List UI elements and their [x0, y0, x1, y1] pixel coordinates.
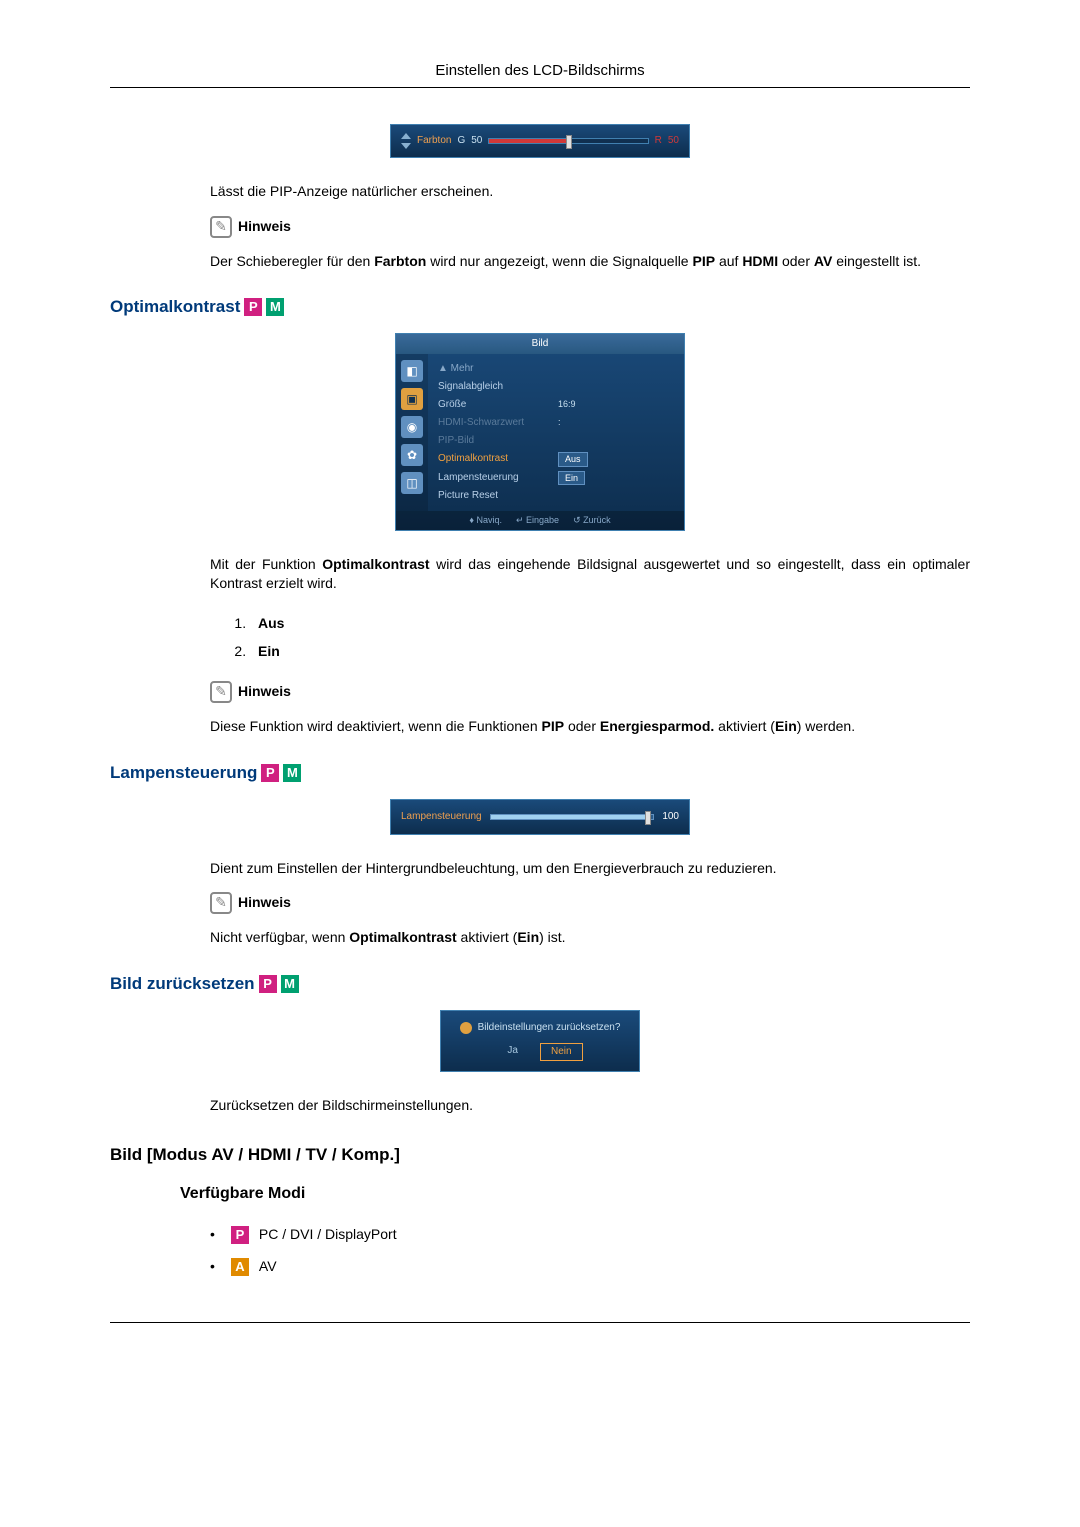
section-optimalkontrast: Optimalkontrast P M [110, 295, 970, 319]
info-icon [460, 1022, 472, 1034]
modes-list: P PC / DVI / DisplayPort A AV [110, 1219, 970, 1282]
farbton-left-letter: G [457, 134, 465, 148]
osd-header: Bild [396, 334, 684, 354]
osd-ico-1[interactable]: ◧ [401, 360, 423, 382]
badge-p-icon: P [244, 298, 262, 316]
badge-m-icon: M [281, 975, 299, 993]
osd-ico-3[interactable]: ◉ [401, 416, 423, 438]
osd-mehr[interactable]: ▲ Mehr [438, 360, 674, 378]
reset-question: Bildeinstellungen zurücksetzen? [478, 1021, 621, 1035]
note-icon: ✎ [210, 892, 232, 914]
badge-p-icon: P [259, 975, 277, 993]
farbton-slider-thumb[interactable] [566, 135, 572, 149]
section-bild-zuruecksetzen: Bild zurücksetzen P M [110, 972, 970, 996]
lamp-slider-thumb[interactable] [645, 811, 651, 825]
lamp-note: Nicht verfügbar, wenn Optimalkontrast ak… [210, 928, 970, 948]
lamp-slider-panel: Lampensteuerung 100 [390, 799, 690, 835]
badge-m-icon: M [283, 764, 301, 782]
section-bild-modus: Bild [Modus AV / HDMI / TV / Komp.] [110, 1143, 970, 1167]
osd-category-icons[interactable]: ◧ ▣ ◉ ✿ ◫ [396, 354, 428, 511]
lamp-body: Dient zum Einstellen der Hintergrundbele… [210, 859, 970, 879]
optimal-body: Mit der Funktion Optimalkontrast wird da… [210, 555, 970, 594]
lamp-slider-fill [491, 815, 650, 819]
reset-body: Zurücksetzen der Bildschirmeinstellungen… [210, 1096, 970, 1116]
osd-row-3: PIP-Bild [438, 432, 674, 450]
osd-ico-picture[interactable]: ▣ [401, 388, 423, 410]
lamp-value: 100 [662, 810, 679, 824]
note-icon: ✎ [210, 681, 232, 703]
reset-dialog: Bildeinstellungen zurücksetzen? Ja Nein [440, 1010, 640, 1072]
osd-row-6[interactable]: Picture Reset [438, 487, 674, 505]
optimal-note: Diese Funktion wird deaktiviert, wenn di… [210, 717, 970, 737]
pip-body-text: Lässt die PIP-Anzeige natürlicher ersche… [210, 182, 970, 202]
arrow-up-icon[interactable] [401, 133, 411, 139]
farbton-note: Der Schieberegler für den Farbton wird n… [210, 252, 970, 272]
mode-av: A AV [210, 1251, 970, 1283]
osd-row-4[interactable]: OptimalkontrastAus [438, 450, 674, 469]
hinweis-label: Hinweis [238, 217, 291, 237]
optimal-options-list: Aus Ein [110, 610, 970, 665]
section-lampensteuerung: Lampensteuerung P M [110, 761, 970, 785]
optimal-opt-ein: Ein [250, 638, 970, 666]
osd-row-5[interactable]: LampensteuerungEin [438, 469, 674, 488]
osd-list: ▲ Mehr Signalabgleich Größe16:9 HDMI-Sch… [428, 354, 684, 511]
note-icon: ✎ [210, 216, 232, 238]
footer-rule [110, 1322, 970, 1323]
farbton-slider-fill [489, 139, 568, 143]
osd-row-1[interactable]: Größe16:9 [438, 396, 674, 414]
badge-p-icon: P [261, 764, 279, 782]
osd-ico-4[interactable]: ✿ [401, 444, 423, 466]
arrow-down-icon[interactable] [401, 143, 411, 149]
page-title: Einstellen des LCD-Bildschirms [110, 60, 970, 88]
osd-row-0[interactable]: Signalabgleich [438, 378, 674, 396]
reset-no-button[interactable]: Nein [540, 1043, 583, 1061]
farbton-slider-track[interactable] [488, 138, 648, 144]
farbton-left-value: 50 [471, 134, 482, 148]
farbton-right-letter: R [655, 134, 662, 148]
hinweis-label: Hinweis [238, 893, 291, 913]
badge-m-icon: M [266, 298, 284, 316]
osd-footer: ♦ Naviq. ↵ Eingabe ↺ Zurück [396, 511, 684, 530]
farbton-label: Farbton [417, 134, 451, 148]
optimal-opt-aus: Aus [250, 610, 970, 638]
badge-p-icon: P [231, 1226, 249, 1244]
badge-a-icon: A [231, 1258, 249, 1276]
osd-bild-panel: Bild ◧ ▣ ◉ ✿ ◫ ▲ Mehr Signalabgleich Grö… [395, 333, 685, 531]
osd-row-2: HDMI-Schwarzwert: [438, 414, 674, 432]
reset-yes-button[interactable]: Ja [497, 1043, 528, 1061]
hinweis-label: Hinweis [238, 682, 291, 702]
slider-arrows[interactable] [401, 133, 411, 149]
osd-ico-5[interactable]: ◫ [401, 472, 423, 494]
farbton-slider-panel: Farbton G 50 R 50 [390, 124, 690, 158]
farbton-right-value: 50 [668, 134, 679, 148]
subheading-verfuegbare-modi: Verfügbare Modi [180, 1183, 970, 1205]
mode-pc: P PC / DVI / DisplayPort [210, 1219, 970, 1251]
lamp-label: Lampensteuerung [401, 810, 482, 824]
lamp-slider-track[interactable] [490, 814, 655, 820]
